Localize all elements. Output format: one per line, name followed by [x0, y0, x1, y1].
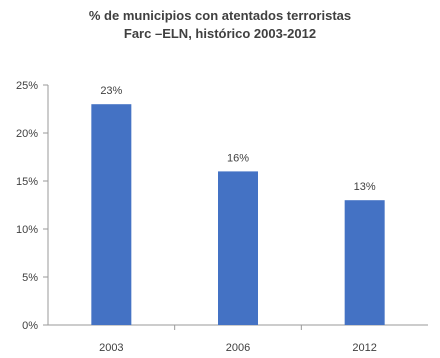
bar [218, 171, 258, 325]
bar-value-label: 23% [100, 85, 122, 97]
y-tick-label: 20% [16, 128, 38, 140]
y-tick-label: 15% [16, 176, 38, 188]
bar [91, 104, 132, 325]
chart-subtitle: Farc –ELN, histórico 2003-2012 [123, 26, 317, 41]
bar-value-label: 13% [354, 181, 376, 193]
x-tick-label: 2012 [352, 342, 376, 354]
chart-title: % de municipios con atentados terrorista… [88, 8, 352, 23]
y-tick-label: 10% [16, 224, 38, 236]
x-tick-label: 2006 [226, 342, 250, 354]
bar [344, 200, 385, 325]
x-tick-label: 2003 [99, 342, 123, 354]
bar-value-label: 16% [227, 152, 249, 164]
y-tick-label: 5% [22, 272, 38, 284]
y-tick-label: 25% [16, 80, 38, 92]
y-tick-label: 0% [22, 320, 38, 332]
